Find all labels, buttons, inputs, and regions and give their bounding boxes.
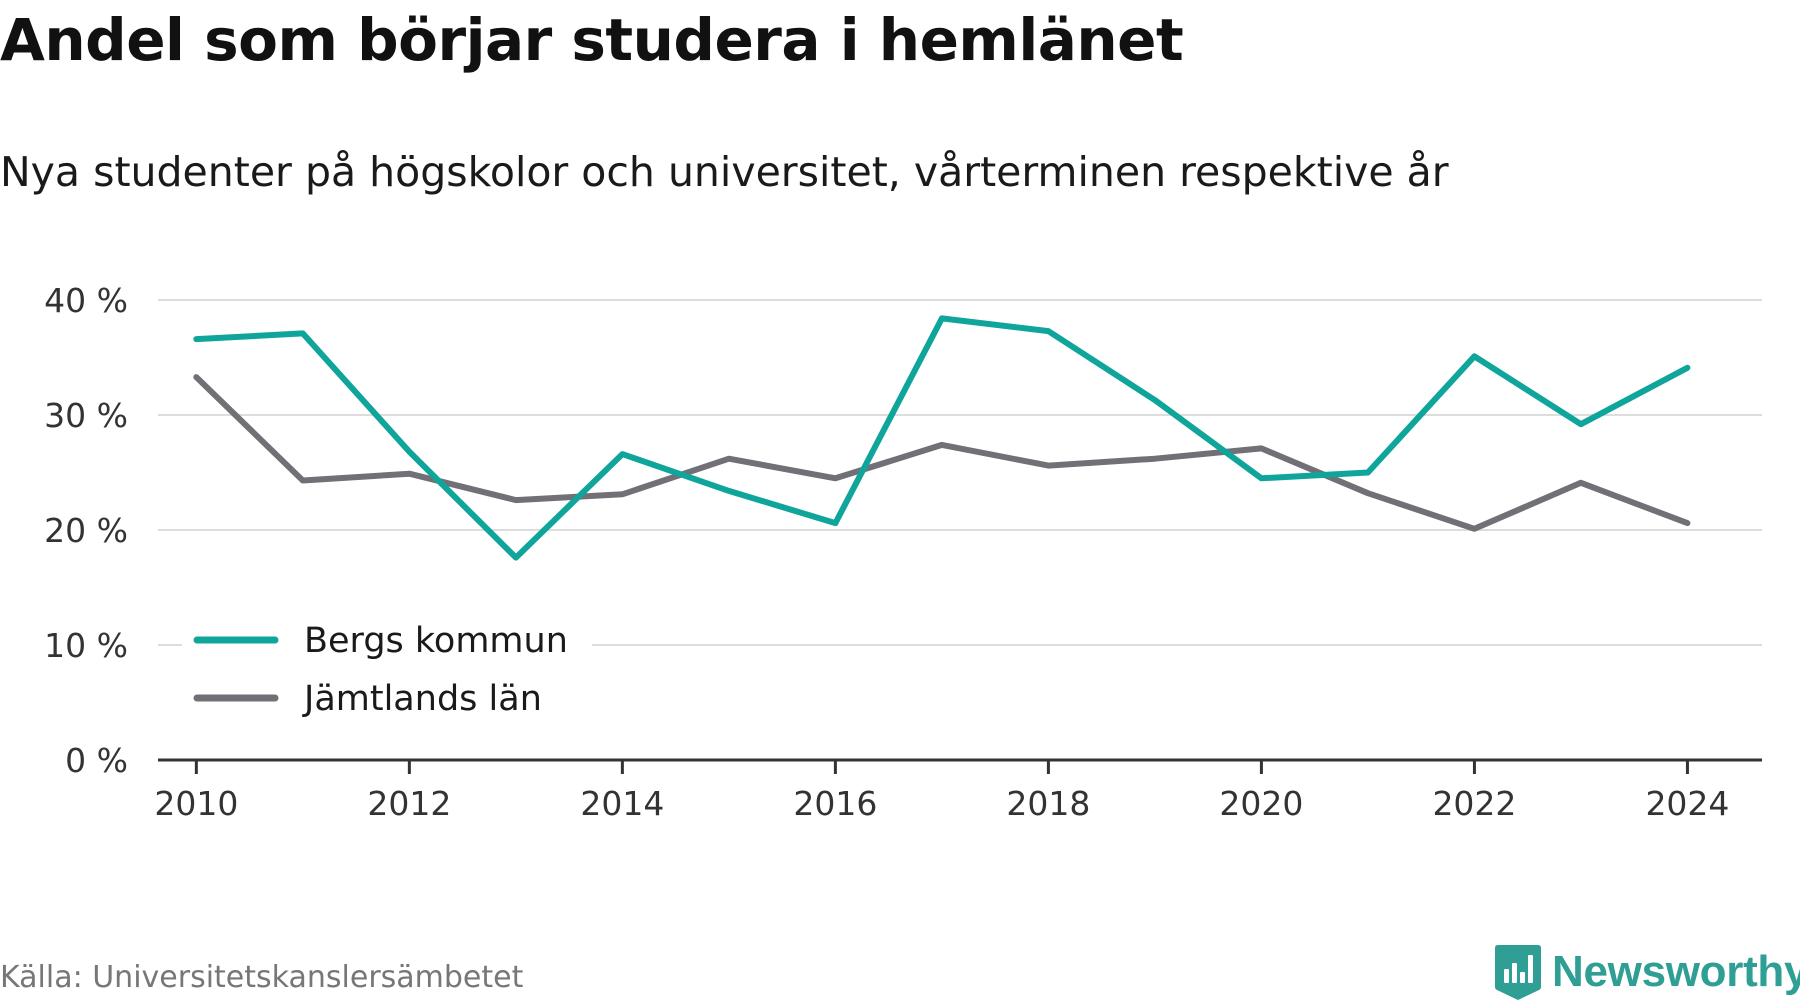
- y-tick-label: 20 %: [44, 511, 128, 550]
- y-tick-label: 40 %: [44, 281, 128, 320]
- x-tick-label: 2016: [793, 784, 877, 823]
- newsworthy-logo-icon: [1495, 945, 1541, 1000]
- x-tick-label: 2024: [1645, 784, 1729, 823]
- source-note: Källa: Universitetskanslersämbetet: [0, 960, 524, 995]
- x-tick-label: 2022: [1432, 784, 1516, 823]
- x-tick-label: 2018: [1006, 784, 1090, 823]
- x-tick-label: 2012: [367, 784, 451, 823]
- legend-background: [182, 615, 592, 725]
- chart-subtitle: Nya studenter på högskolor och universit…: [0, 148, 1449, 196]
- x-tick-label: 2014: [580, 784, 664, 823]
- x-tick-label: 2010: [154, 784, 238, 823]
- series-line-jamtlands-lan: [193, 374, 1691, 532]
- x-axis-tick-labels: 2010 2012 2014 2016 2018 2020 2022 2024: [154, 784, 1729, 823]
- y-tick-label: 0 %: [65, 741, 128, 780]
- legend: Bergs kommun Jämtlands län: [193, 621, 568, 719]
- chart-title: Andel som börjar studera i hemlänet: [0, 6, 1184, 74]
- x-tick-label: 2020: [1219, 784, 1303, 823]
- x-axis: [158, 758, 1762, 774]
- series-lines: [193, 315, 1691, 561]
- legend-label: Jämtlands län: [302, 679, 542, 719]
- legend-label: Bergs kommun: [304, 621, 568, 661]
- newsworthy-logo-text: Newsworthy: [1552, 947, 1800, 996]
- y-tick-label: 10 %: [44, 626, 128, 665]
- y-tick-label: 30 %: [44, 396, 128, 435]
- newsworthy-logo: Newsworthy: [1494, 940, 1800, 1004]
- y-axis-tick-labels: 0 % 10 % 20 % 30 % 40 %: [44, 281, 128, 780]
- legend-box: [182, 615, 592, 725]
- series-line-bergs-kommun: [193, 315, 1691, 561]
